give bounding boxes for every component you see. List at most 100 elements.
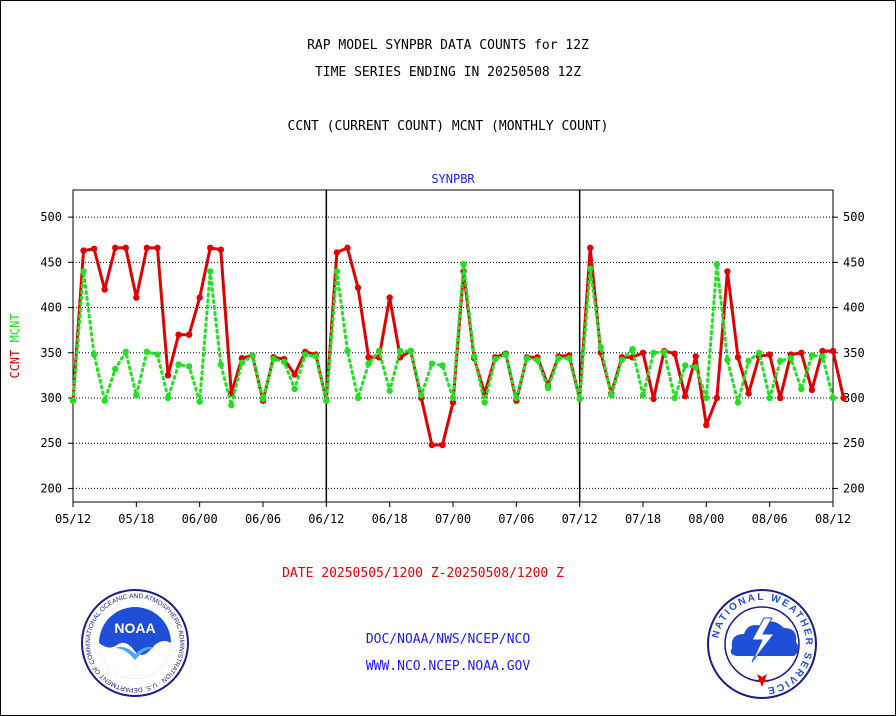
data-point-mcnt [291, 385, 298, 393]
data-point-mcnt [481, 399, 488, 406]
data-point-ccnt [639, 349, 647, 356]
x-tick-label: 05/12 [55, 512, 91, 526]
y-tick-label-right: 300 [843, 391, 865, 405]
data-point-mcnt [777, 357, 784, 365]
data-point-ccnt [354, 284, 362, 291]
data-point-ccnt [777, 394, 784, 402]
y-tick-label-right: 250 [843, 436, 865, 450]
data-point-mcnt [185, 363, 193, 370]
data-point-ccnt [798, 349, 805, 356]
data-point-mcnt [333, 268, 341, 275]
data-point-mcnt [69, 397, 77, 404]
data-point-mcnt [439, 362, 446, 369]
data-point-ccnt [650, 395, 657, 403]
data-point-mcnt [597, 344, 604, 351]
data-point-mcnt [397, 347, 404, 355]
data-point-ccnt [365, 354, 372, 361]
data-point-mcnt [259, 395, 267, 403]
data-point-mcnt [228, 402, 235, 409]
data-point-mcnt [671, 394, 678, 402]
data-point-mcnt [766, 394, 773, 402]
data-point-ccnt [386, 294, 393, 301]
data-point-mcnt [724, 356, 731, 364]
data-point-mcnt [449, 394, 457, 402]
data-point-mcnt [280, 358, 288, 366]
x-tick-label: 08/00 [688, 512, 724, 526]
data-point-ccnt [196, 294, 203, 301]
data-point-mcnt [217, 361, 224, 368]
data-point-ccnt [217, 246, 224, 253]
data-point-mcnt [734, 399, 742, 406]
data-point-ccnt [154, 244, 161, 252]
footer-org: DOC/NOAA/NWS/NCEP/NCO [365, 632, 531, 647]
data-point-ccnt [829, 347, 837, 355]
data-point-mcnt [302, 351, 309, 358]
data-point-mcnt [618, 356, 626, 364]
data-point-ccnt [745, 390, 752, 397]
y-tick-label-left: 250 [40, 436, 62, 450]
y-tick-label-left: 200 [40, 481, 62, 495]
data-point-mcnt [787, 355, 794, 362]
data-point-ccnt [344, 244, 351, 252]
data-point-mcnt [112, 365, 119, 373]
star-icon [755, 674, 769, 687]
x-tick-label: 07/00 [435, 512, 471, 526]
data-point-mcnt [133, 392, 140, 399]
data-point-mcnt [682, 362, 689, 369]
data-point-ccnt [703, 421, 710, 429]
data-point-mcnt [312, 353, 319, 360]
data-point-mcnt [428, 360, 436, 367]
data-point-mcnt [576, 395, 583, 403]
data-point-mcnt [323, 397, 330, 404]
data-point-ccnt [682, 392, 689, 400]
x-tick-label: 06/00 [182, 512, 218, 526]
data-point-mcnt [270, 355, 277, 363]
noaa-logo: NATIONAL OCEANIC AND ATMOSPHERIC ADMINIS… [80, 588, 189, 697]
data-point-ccnt [734, 354, 742, 361]
data-point-mcnt [207, 268, 214, 275]
data-point-ccnt [80, 247, 87, 254]
y-axis-label: CCNT MCNT [8, 313, 22, 378]
data-point-mcnt [143, 348, 151, 356]
data-point-mcnt [80, 268, 87, 275]
y-tick-label-right: 200 [843, 481, 865, 495]
x-tick-label: 05/18 [118, 512, 154, 526]
data-point-mcnt [122, 348, 129, 356]
y-tick-label-left: 400 [40, 301, 62, 315]
data-point-ccnt [133, 294, 140, 301]
data-point-ccnt [713, 394, 721, 402]
data-point-mcnt [164, 394, 172, 402]
data-point-mcnt [196, 398, 203, 405]
y-tick-label-right: 450 [843, 255, 865, 269]
data-point-ccnt [291, 371, 298, 378]
data-point-mcnt [354, 394, 362, 402]
title-line-2: TIME SERIES ENDING IN 20250508 12Z [314, 65, 582, 80]
data-point-mcnt [745, 357, 752, 365]
data-point-ccnt [164, 372, 172, 379]
data-point-mcnt [344, 347, 351, 355]
date-range: DATE 20250505/1200 Z-20250508/1200 Z [282, 566, 564, 581]
data-point-mcnt [534, 356, 541, 364]
data-point-mcnt [249, 352, 256, 359]
data-point-mcnt [460, 260, 467, 268]
y-tick-label-right: 350 [843, 346, 865, 360]
x-tick-label: 06/06 [245, 512, 281, 526]
data-point-mcnt [755, 349, 763, 356]
data-point-ccnt [122, 244, 129, 252]
data-point-ccnt [185, 331, 193, 338]
series-mcnt [69, 260, 837, 409]
data-point-mcnt [386, 387, 393, 394]
title-line-1: RAP MODEL SYNPBR DATA COUNTS for 12Z [307, 38, 589, 53]
y-tick-label-left: 500 [40, 210, 62, 224]
data-point-mcnt [587, 265, 594, 272]
x-tick-label: 07/06 [498, 512, 534, 526]
series-line-ccnt [71, 246, 846, 447]
data-point-mcnt [101, 397, 108, 404]
data-point-mcnt [692, 364, 699, 371]
data-point-ccnt [692, 353, 699, 360]
y-tick-label-right: 400 [843, 301, 865, 315]
data-point-ccnt [587, 244, 594, 252]
data-point-mcnt [808, 352, 816, 359]
data-point-ccnt [671, 350, 678, 357]
